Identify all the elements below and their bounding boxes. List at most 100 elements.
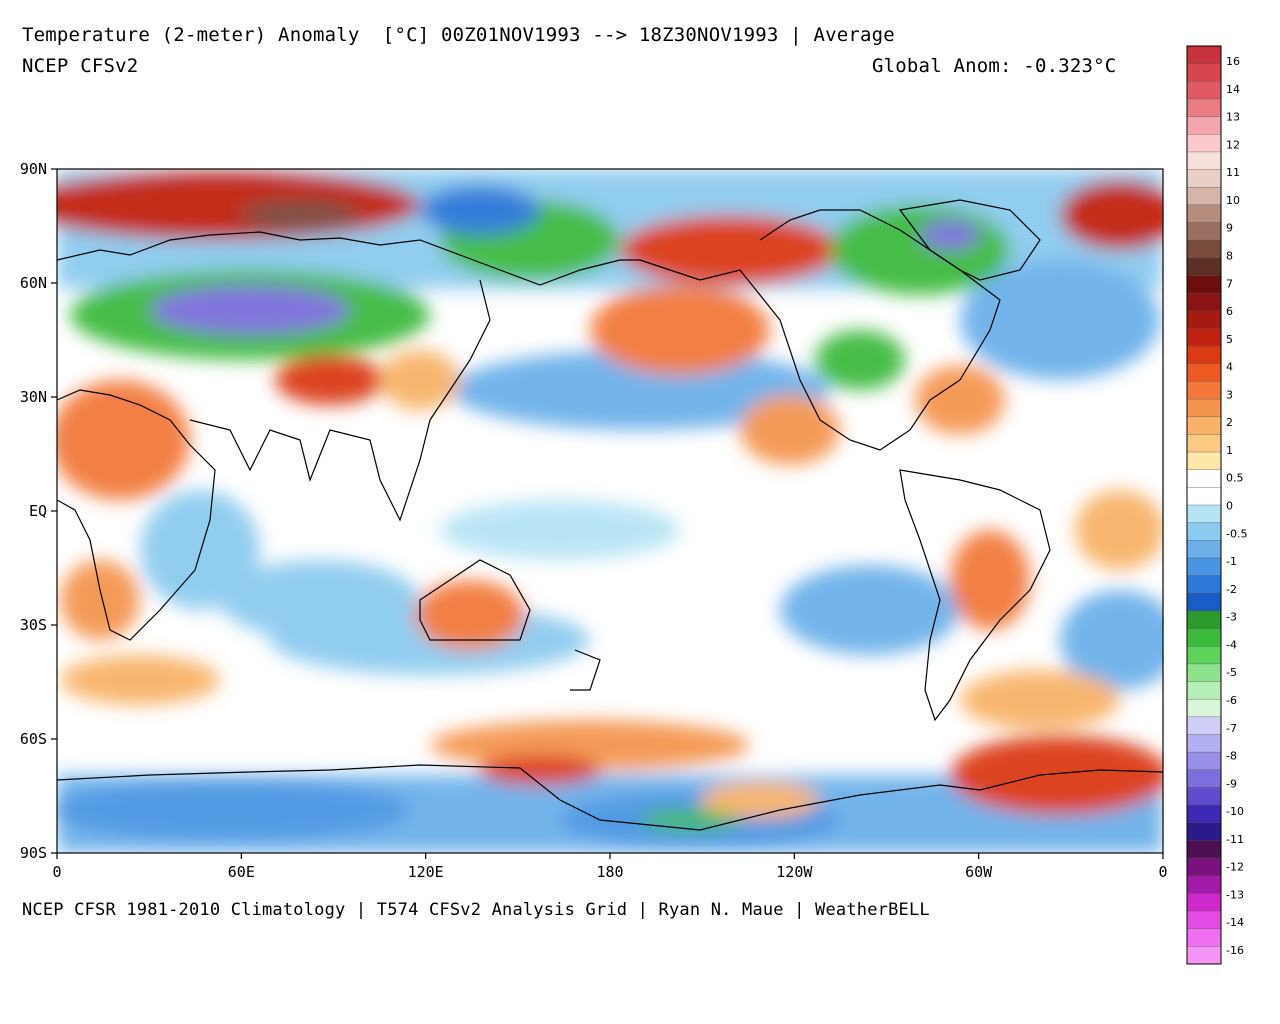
colorbar-swatch [1187, 822, 1221, 841]
colorbar-label: 13 [1226, 111, 1240, 124]
colorbar-swatch [1187, 946, 1221, 965]
colorbar-swatch [1187, 310, 1221, 329]
colorbar-swatch [1187, 593, 1221, 612]
colorbar-swatch [1187, 187, 1221, 206]
colorbar-swatch [1187, 716, 1221, 735]
colorbar-swatch [1187, 787, 1221, 806]
latitude-axis: 90N 60N 30N EQ 30S 60S 90S [20, 160, 57, 862]
colorbar-swatch [1187, 911, 1221, 930]
colorbar-label: -0.5 [1226, 527, 1247, 540]
coastlines [57, 199, 1163, 831]
colorbar-label: 3 [1226, 388, 1233, 401]
colorbar-swatch [1187, 522, 1221, 541]
colorbar-swatch [1187, 434, 1221, 453]
colorbar-label: 14 [1226, 83, 1240, 96]
colorbar-label: -6 [1226, 694, 1237, 707]
colorbar-label: -14 [1226, 916, 1244, 929]
colorbar-swatch [1187, 328, 1221, 347]
colorbar-swatch [1187, 769, 1221, 788]
colorbar-swatch [1187, 116, 1221, 135]
lat-label: 30S [20, 616, 47, 634]
colorbar-swatch [1187, 134, 1221, 153]
colorbar-swatch [1187, 646, 1221, 665]
global-anomaly-value: Global Anom: -0.323°C [872, 55, 1117, 77]
colorbar-swatch [1187, 557, 1221, 577]
colorbar-swatch [1187, 805, 1221, 824]
colorbar-swatch [1187, 663, 1221, 683]
colorbar-swatch [1187, 169, 1221, 188]
colorbar-label: -8 [1226, 750, 1237, 763]
colorbar-swatch [1187, 363, 1221, 382]
colorbar-swatch [1187, 204, 1221, 224]
lon-label: 180 [596, 863, 623, 881]
colorbar: 16 14 13 12 11 10 9 8 7 6 5 4 3 2 1 0.5 0 -0.5 -1 -2 -3 -4 -5 -… [1186, 45, 1247, 965]
colorbar-label: -12 [1226, 861, 1244, 874]
colorbar-swatch [1187, 540, 1221, 559]
colorbar-label: 7 [1226, 277, 1233, 290]
colorbar-swatch [1187, 840, 1221, 859]
colorbar-label: 12 [1226, 138, 1240, 151]
colorbar-swatch [1187, 858, 1221, 877]
lat-label: 90S [20, 844, 47, 862]
colorbar-label: -1 [1226, 555, 1237, 568]
colorbar-swatch [1187, 275, 1221, 294]
colorbar-label: -13 [1226, 888, 1244, 901]
lat-label: 60S [20, 730, 47, 748]
lon-label: 120W [776, 863, 813, 881]
colorbar-label: -7 [1226, 722, 1237, 735]
chart-title: Temperature (2-meter) Anomaly [°C] 00Z01… [22, 24, 895, 46]
colorbar-swatch [1187, 699, 1221, 718]
lon-label: 0 [52, 863, 61, 881]
lat-label: 30N [20, 388, 47, 406]
colorbar-swatch [1187, 752, 1221, 771]
colorbar-swatch [1187, 46, 1221, 65]
lat-label: 60N [20, 274, 47, 292]
colorbar-swatch [1187, 151, 1221, 171]
colorbar-swatch [1187, 681, 1221, 700]
footer-credit: NCEP CFSR 1981-2010 Climatology | T574 C… [22, 900, 930, 920]
colorbar-swatch [1187, 734, 1221, 753]
colorbar-label: 8 [1226, 249, 1233, 262]
colorbar-label: 0.5 [1226, 472, 1244, 485]
colorbar-swatch [1187, 416, 1221, 435]
lat-label: EQ [29, 502, 47, 520]
colorbar-swatch [1187, 628, 1221, 647]
colorbar-label: -2 [1226, 583, 1237, 596]
colorbar-label: -5 [1226, 666, 1237, 679]
colorbar-swatch [1187, 240, 1221, 259]
colorbar-swatch [1187, 63, 1221, 82]
lon-label: 0 [1158, 863, 1167, 881]
colorbar-label: 16 [1226, 55, 1240, 68]
colorbar-swatch [1187, 875, 1221, 894]
colorbar-swatch [1187, 928, 1221, 947]
colorbar-swatch [1187, 381, 1221, 400]
colorbar-label: 6 [1226, 305, 1233, 318]
colorbar-swatch [1187, 346, 1221, 365]
colorbar-frame [1186, 45, 1222, 965]
colorbar-label: -9 [1226, 777, 1237, 790]
colorbar-swatch [1187, 469, 1221, 488]
colorbar-swatch [1187, 610, 1221, 630]
colorbar-label: -3 [1226, 611, 1237, 624]
lon-label: 60E [228, 863, 255, 881]
colorbar-label: 2 [1226, 416, 1233, 429]
colorbar-label: -11 [1226, 833, 1244, 846]
anomaly-field [57, 169, 1163, 853]
colorbar-swatch [1187, 505, 1221, 524]
colorbar-swatch [1187, 575, 1221, 594]
colorbar-swatch [1187, 81, 1221, 100]
colorbar-label: -4 [1226, 638, 1237, 651]
colorbar-label: 5 [1226, 333, 1233, 346]
colorbar-label: 9 [1226, 222, 1233, 235]
colorbar-label: 11 [1226, 166, 1240, 179]
colorbar-label: -10 [1226, 805, 1244, 818]
longitude-axis: 0 60E 120E 180 120W 60W 0 [52, 853, 1168, 881]
colorbar-label: 10 [1226, 194, 1240, 207]
colorbar-swatch [1187, 222, 1221, 241]
lat-label: 90N [20, 160, 47, 178]
lon-label: 120E [408, 863, 444, 881]
colorbar-label: 0 [1226, 500, 1233, 513]
colorbar-swatch [1187, 487, 1221, 506]
model-label: NCEP CFSv2 [22, 55, 139, 77]
